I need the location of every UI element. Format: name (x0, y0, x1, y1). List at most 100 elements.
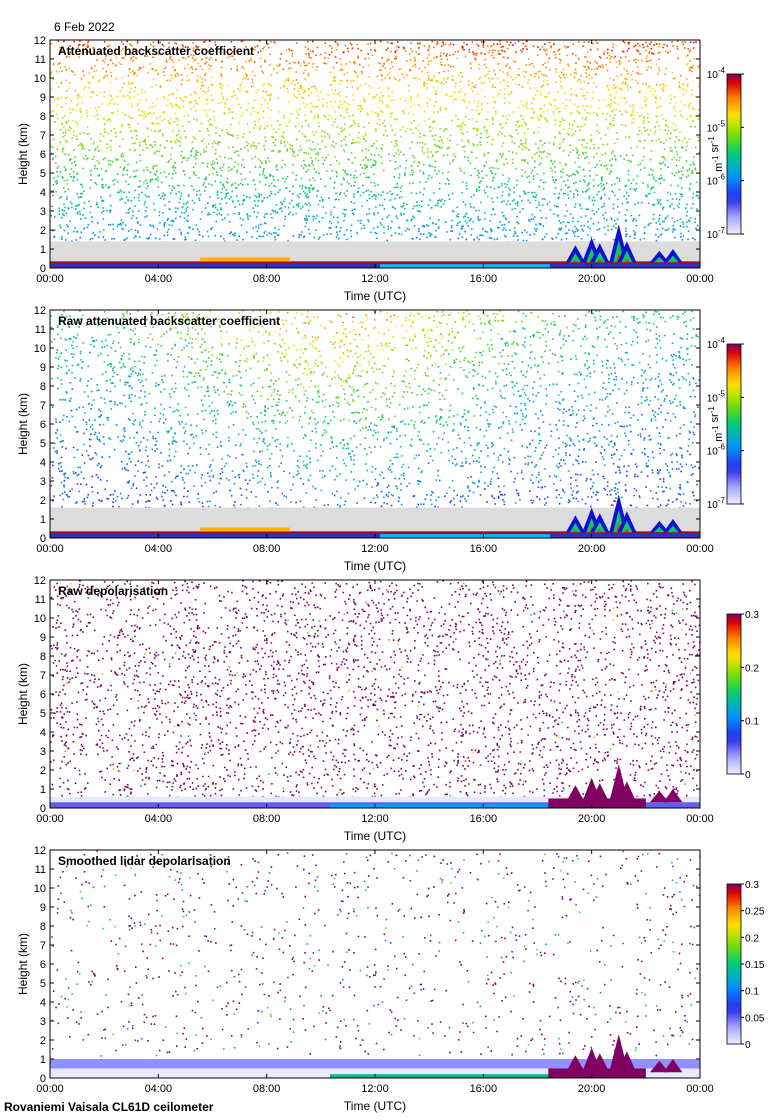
convective-cloud (649, 790, 669, 803)
speckle-layer (284, 140, 286, 142)
convective-cloud (617, 781, 637, 803)
speckle-layer (562, 1052, 564, 1055)
y-tick-label: 4 (40, 457, 46, 469)
speckle-layer (461, 887, 464, 889)
speckle-layer (132, 1025, 134, 1027)
convective-cloud-peak (572, 260, 579, 263)
speckle-layer (214, 774, 216, 777)
speckle-layer (276, 774, 279, 776)
surface-echo (380, 534, 550, 538)
speckle-layer (417, 859, 420, 861)
speckle-layer (343, 343, 346, 346)
speckle-layer (67, 987, 70, 989)
speckle-layer (102, 869, 104, 871)
convective-cloud (663, 1059, 683, 1073)
x-tick-label: 00:00 (36, 813, 64, 825)
x-tick-label: 16:00 (470, 813, 498, 825)
speckle-layer (199, 375, 201, 377)
colorbar: 10-7 10-6 10-5 10-4 m-1 sr-1 (707, 336, 744, 511)
colorbar-tick-label: 0 (745, 1040, 751, 1051)
speckle-layer (593, 736, 595, 739)
speckle-layer (536, 948, 539, 951)
speckle-layer (655, 492, 658, 494)
speckle-layer (343, 1018, 345, 1021)
speckle-layer (286, 312, 289, 314)
speckle-layer (268, 773, 270, 775)
speckle-layer (251, 931, 254, 934)
convective-cloud-core (570, 523, 581, 533)
speckle-layer (110, 689, 113, 692)
y-tick-label: 4 (40, 727, 46, 739)
speckle-layer (499, 593, 501, 595)
x-tick-label: 12:00 (361, 813, 389, 825)
y-tick-label: 10 (34, 883, 46, 895)
speckle-layer (514, 202, 517, 205)
speckle-layer (204, 40, 206, 43)
speckle-layer (79, 890, 82, 893)
speckle-layer (637, 42, 639, 45)
speckle-layer (315, 864, 317, 867)
speckle-layer (286, 852, 289, 854)
y-tick-label: 6 (40, 689, 46, 701)
speckle-layer (648, 223, 650, 225)
x-tick-label: 00:00 (36, 1083, 64, 1095)
speckle-layer (236, 672, 239, 674)
convective-cloud (565, 1055, 585, 1073)
speckle-layer (609, 1017, 612, 1020)
speckle-layer (307, 310, 309, 313)
x-tick-label: 00:00 (36, 273, 64, 285)
speckle-layer (423, 970, 426, 973)
speckle-layer (352, 400, 355, 403)
speckle-layer (318, 949, 320, 952)
speckle-layer (393, 371, 395, 374)
speckle-layer (284, 315, 480, 351)
speckle-layer (490, 339, 493, 341)
y-tick-label: 10 (34, 73, 46, 85)
y-tick-label: 3 (40, 1016, 46, 1028)
speckle-layer (92, 886, 95, 888)
low-cloud-layer (200, 527, 290, 532)
speckle-layer (253, 884, 256, 887)
speckle-layer (441, 881, 443, 884)
speckle-layer (363, 880, 366, 883)
x-tick-label: 00:00 (686, 273, 714, 285)
y-tick-label: 12 (34, 35, 46, 47)
speckle-layer (430, 934, 432, 937)
speckle-layer (522, 48, 524, 50)
colorbar-unit-label: m-1 sr-1 (707, 136, 725, 172)
speckle-layer (385, 319, 388, 321)
y-tick-label: 11 (35, 324, 46, 336)
speckle-layer (219, 985, 222, 987)
speckle-layer (672, 941, 674, 944)
low-cloud-layer (200, 257, 290, 262)
speckle-layer (194, 1011, 196, 1014)
speckle-layer (618, 481, 620, 484)
boundary-layer-line (50, 261, 700, 264)
speckle-layer (115, 135, 673, 165)
speckle-layer (311, 627, 313, 630)
speckle-layer (195, 975, 198, 977)
speckle-layer (205, 316, 208, 318)
convective-cloud-peak (670, 531, 676, 533)
speckle-layer (174, 879, 177, 881)
speckle-layer (103, 885, 106, 888)
colorbar: 0 0.1 0.2 0.3 (726, 610, 759, 781)
speckle-layer (365, 314, 368, 317)
speckle-layer (400, 474, 403, 476)
surface-echo (330, 804, 550, 808)
speckle-layer (126, 40, 128, 43)
speckle-layer (128, 929, 131, 931)
speckle-layer (441, 335, 444, 337)
speckle-layer (545, 885, 548, 887)
speckle-layer (541, 238, 544, 241)
speckle-layer (507, 906, 510, 909)
speckle-layer (634, 584, 637, 587)
speckle-layer (391, 348, 393, 351)
speckle-layer (342, 321, 345, 324)
speckle-layer (627, 42, 630, 44)
speckle-layer (181, 889, 184, 891)
y-tick-label: 1 (40, 514, 46, 526)
speckle-layer (516, 742, 519, 745)
speckle-layer (561, 721, 563, 724)
speckle-layer (285, 60, 288, 62)
